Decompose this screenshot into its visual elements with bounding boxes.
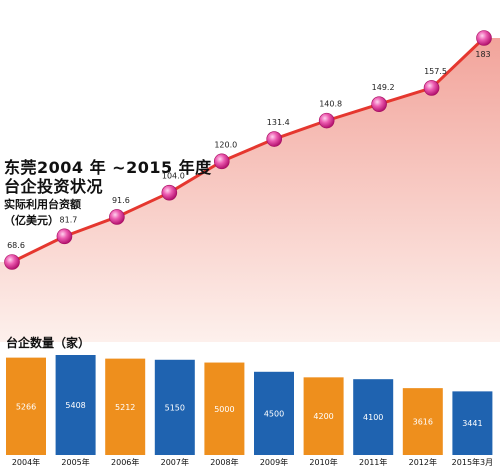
line-data-label: 91.6: [112, 196, 130, 205]
line-data-label: 140.8: [319, 100, 342, 109]
line-data-label: 81.7: [60, 215, 78, 224]
bar: [254, 371, 294, 455]
x-tick-label: 2004年: [12, 457, 40, 467]
bar-value-label: 3441: [462, 419, 482, 428]
x-tick-label: 2009年: [260, 457, 288, 467]
x-tick-label: 2011年: [359, 457, 387, 467]
chart-title-block: 东莞2004 年 ~2015 年度 台企投资状况 实际利用台资额 （亿美元）: [4, 158, 212, 228]
line-data-label: 131.4: [267, 118, 290, 127]
x-tick-label: 2005年: [61, 457, 89, 467]
line-data-label: 157.5: [424, 67, 447, 76]
bar: [204, 362, 245, 455]
bar-chart-layer: 5266 2004年 5408 2005年 5212 2006年 5150 2007年 5000…: [0, 355, 500, 468]
line-data-label: 120.0: [214, 140, 237, 149]
line-point: [4, 254, 20, 270]
line-area-fill: [0, 38, 500, 342]
bar: [55, 355, 96, 455]
line-point: [56, 228, 73, 245]
line-series-unit: （亿美元）: [4, 214, 59, 227]
line-data-label: 104.0: [162, 172, 185, 181]
line-data-label: 68.6: [7, 241, 25, 250]
line-point: [213, 153, 230, 170]
line-point: [423, 80, 440, 96]
line-data-label: 183: [475, 50, 490, 59]
line-point: [161, 184, 178, 201]
bar: [6, 357, 46, 455]
line-series-title: 实际利用台资额: [4, 198, 81, 211]
line-chart-layer: 68.6 81.7 91.6 104.0 120.0 131.4 140.8 149.2 157…: [0, 30, 500, 342]
x-tick-label: 2008年: [210, 457, 238, 467]
bar-value-label: 5408: [65, 401, 85, 410]
bar-value-label: 5212: [115, 403, 135, 412]
bar-value-label: 5150: [165, 403, 185, 412]
line-point: [476, 30, 492, 46]
line-point: [371, 96, 387, 112]
bar: [452, 391, 493, 455]
x-tick-label: 2010年: [309, 457, 337, 467]
bar-value-label: 4500: [264, 409, 284, 418]
bar-value-label: 5266: [16, 402, 36, 411]
chart-title-line1: 东莞2004 年 ~2015 年度: [4, 158, 212, 177]
line-point: [109, 209, 125, 225]
line-point: [318, 112, 335, 129]
bar-chart-title: 台企数量（家）: [6, 336, 91, 350]
bar-value-label: 3616: [413, 418, 433, 427]
bar: [353, 379, 394, 455]
x-tick-label: 2006年: [111, 457, 139, 467]
x-tick-label: 2007年: [161, 457, 189, 467]
bar: [105, 358, 146, 455]
bar-value-label: 5000: [214, 405, 234, 414]
bar: [303, 377, 344, 455]
chart-title-line2: 台企投资状况: [4, 177, 104, 196]
bar-value-label: 4100: [363, 413, 383, 422]
line-point: [266, 131, 283, 147]
line-data-label: 149.2: [372, 83, 395, 92]
bar: [402, 388, 443, 455]
bar-axis-strip: [0, 455, 500, 468]
bar: [154, 359, 195, 455]
x-tick-label: 2012年: [409, 457, 437, 467]
x-tick-label: 2015年3月: [452, 457, 493, 467]
bar-value-label: 4200: [313, 412, 333, 421]
line-series: [11, 36, 486, 264]
